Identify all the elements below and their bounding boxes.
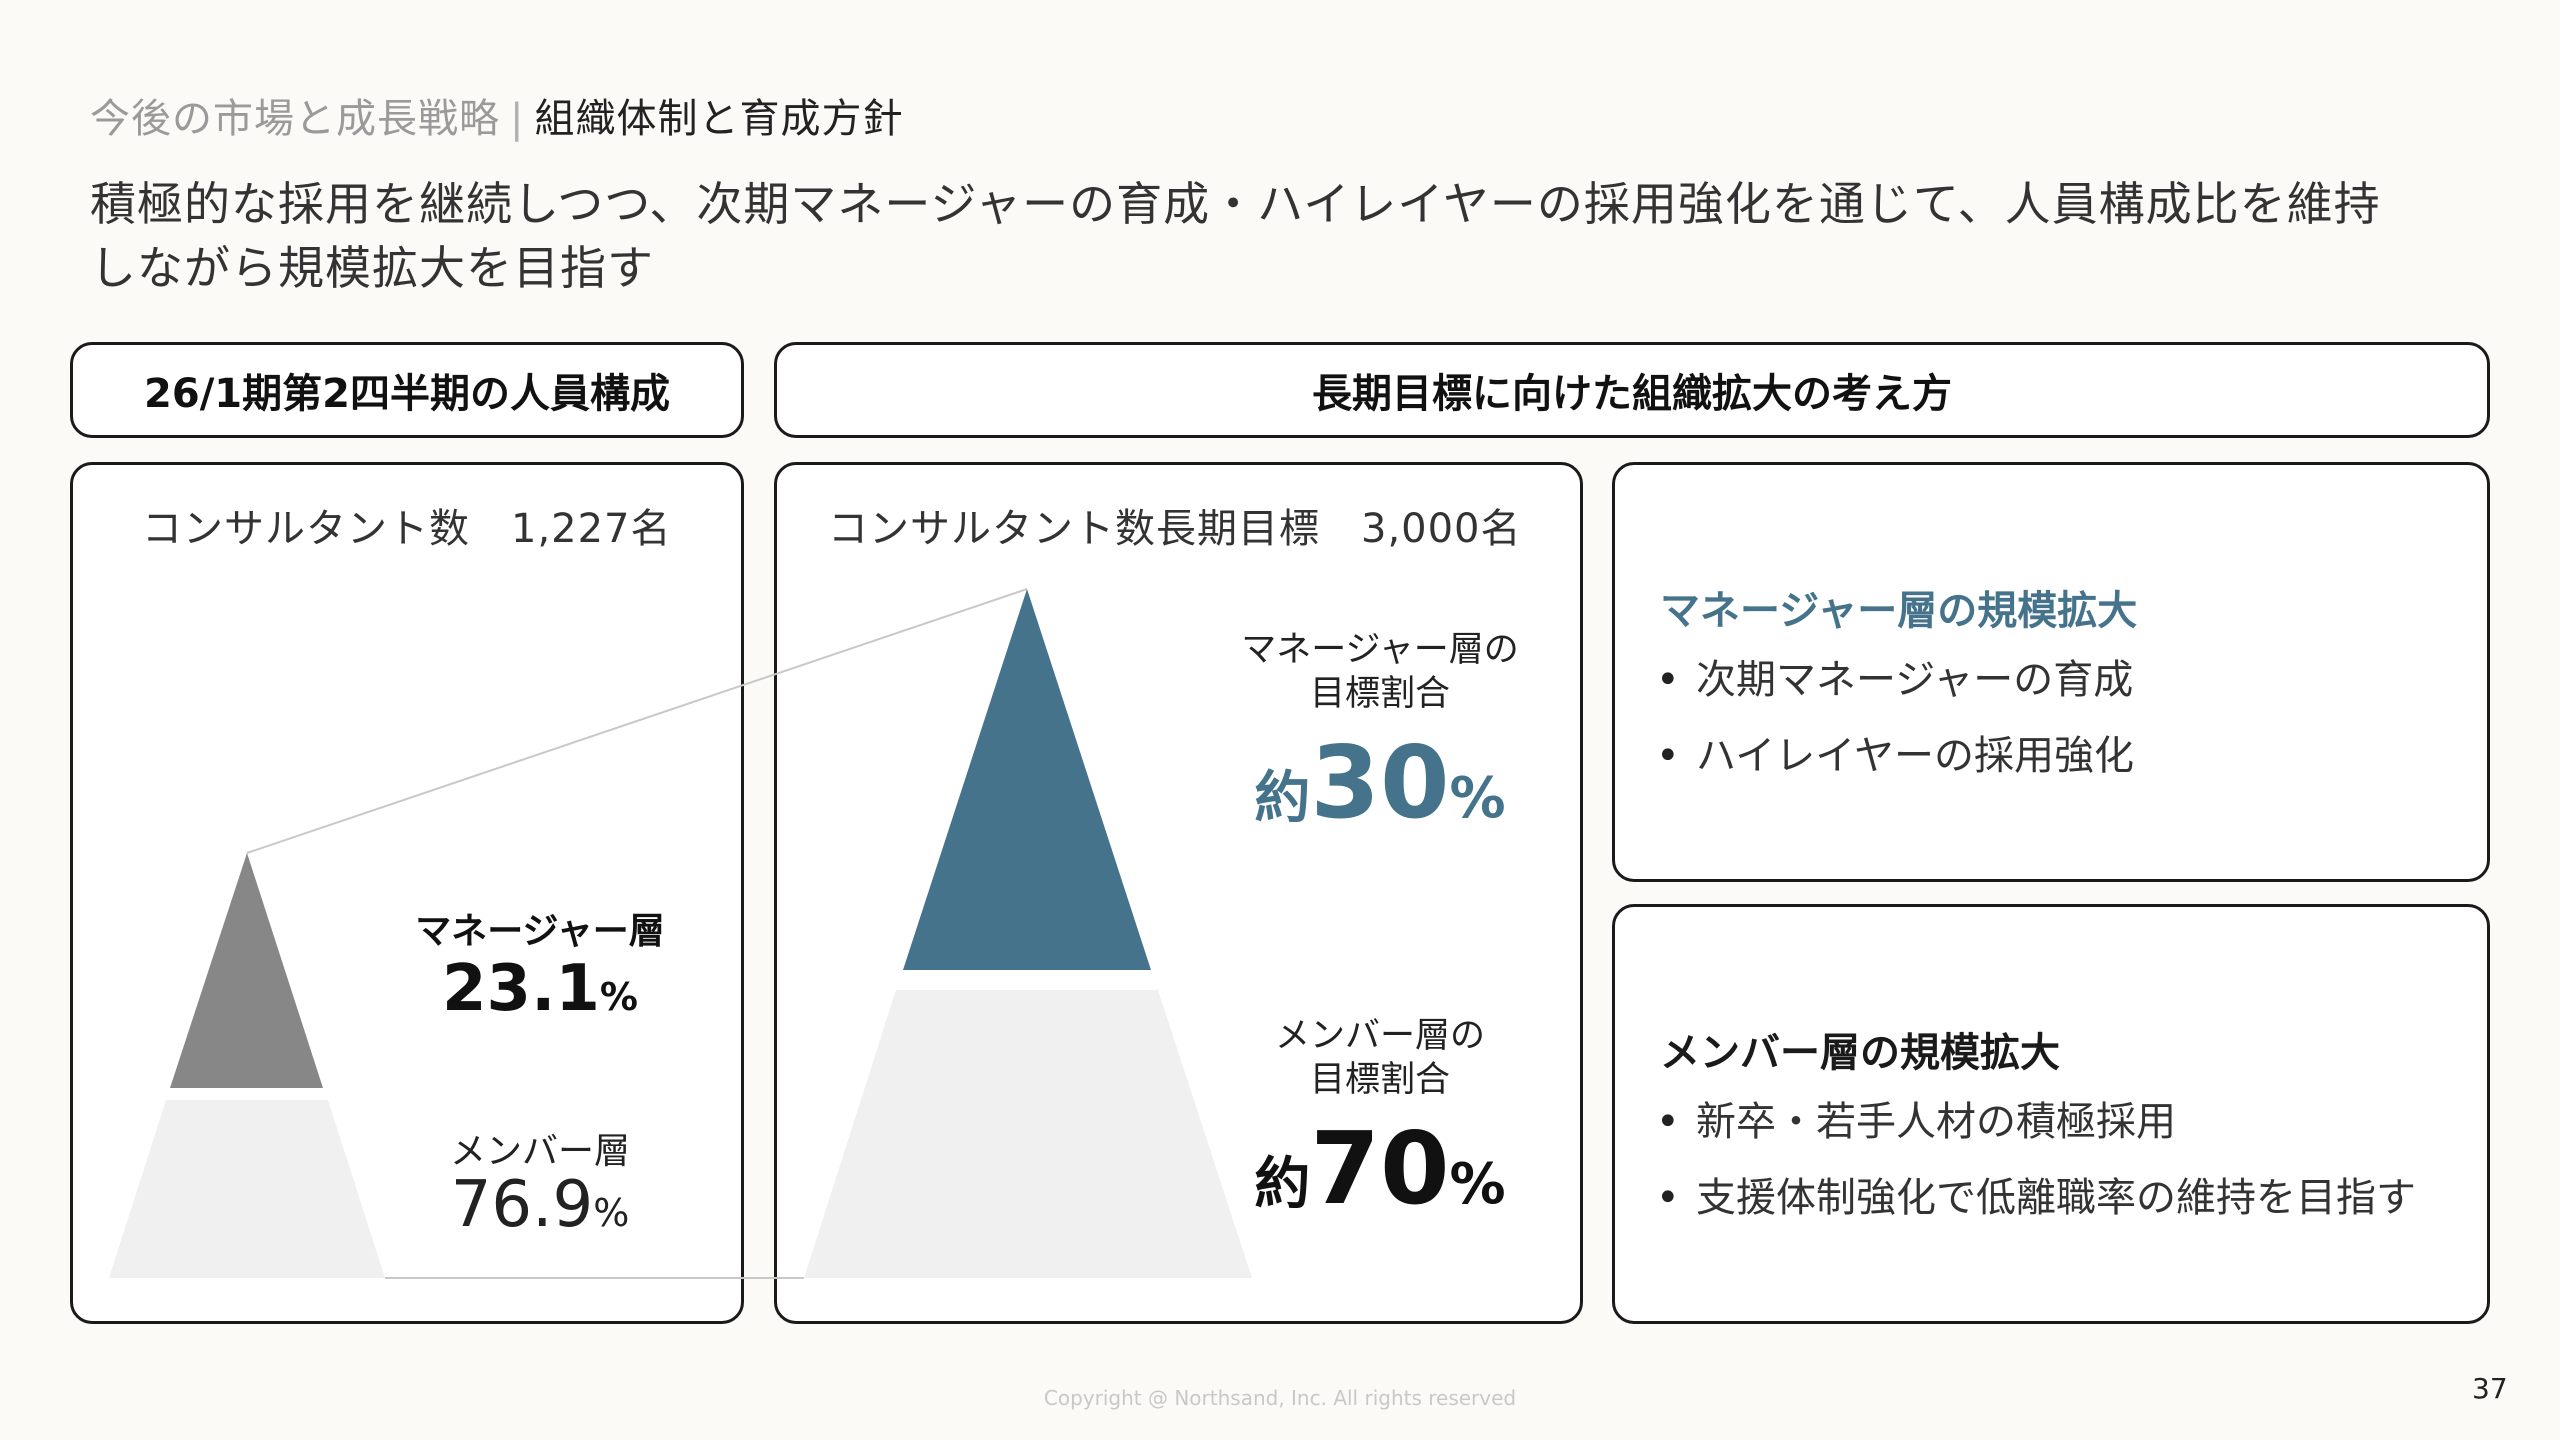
approx-prefix: 約 xyxy=(1254,766,1311,831)
current-member-value: 76.9% xyxy=(400,1168,680,1242)
page-number: 37 xyxy=(2472,1372,2508,1405)
target-manager-label: マネージャー層の 目標割合 xyxy=(1210,628,1550,716)
percent-sign: % xyxy=(1449,1152,1506,1217)
lead-message: 積極的な採用を継続しつつ、次期マネージャーの育成・ハイレイヤーの採用強化を通じて… xyxy=(90,172,2490,300)
target-manager-number: 30 xyxy=(1310,724,1450,841)
member-strategy-title: メンバー層の規模拡大 xyxy=(1660,1030,2060,1076)
breadcrumb-current: 組織体制と育成方針 xyxy=(534,96,904,142)
target-member-label-line2: 目標割合 xyxy=(1309,1060,1450,1100)
target-member-value: 約70% xyxy=(1210,1114,1550,1240)
target-member-label: メンバー層の 目標割合 xyxy=(1210,1014,1550,1102)
target-manager-value: 約30% xyxy=(1210,728,1550,854)
list-item: 次期マネージャーの育成 xyxy=(1656,642,2134,718)
future-section-title: 長期目標に向けた組織拡大の考え方 xyxy=(1312,371,1952,417)
current-member-label: メンバー層 xyxy=(449,1131,630,1172)
lead-line-2: しながら規模拡大を目指す xyxy=(90,241,654,295)
breadcrumb-parent: 今後の市場と成長戦略 xyxy=(90,96,500,142)
future-section-header: 長期目標に向けた組織拡大の考え方 xyxy=(774,342,2490,438)
approx-prefix: 約 xyxy=(1254,1152,1311,1217)
current-manager-number: 23.1 xyxy=(442,952,600,1026)
percent-sign: % xyxy=(599,975,638,1019)
list-item: 新卒・若手人材の積極採用 xyxy=(1656,1084,2416,1160)
copyright: Copyright @ Northsand, Inc. All rights r… xyxy=(1043,1386,1517,1410)
breadcrumb: 今後の市場と成長戦略 | 組織体制と育成方針 xyxy=(90,86,903,144)
target-manager-label-line2: 目標割合 xyxy=(1309,674,1450,714)
current-manager-label: マネージャー層 xyxy=(415,911,665,952)
breadcrumb-separator: | xyxy=(510,96,525,142)
target-member-number: 70 xyxy=(1310,1110,1450,1227)
manager-strategy-list: 次期マネージャーの育成 ハイレイヤーの採用強化 xyxy=(1656,642,2134,794)
percent-sign: % xyxy=(1449,766,1506,831)
target-manager-label-line1: マネージャー層の xyxy=(1241,630,1519,670)
list-item: ハイレイヤーの採用強化 xyxy=(1656,718,2134,794)
target-headcount: コンサルタント数長期目標 3,000名 xyxy=(828,506,1522,552)
current-headcount: コンサルタント数 1,227名 xyxy=(142,506,672,552)
current-section-header: 26/1期第2四半期の人員構成 xyxy=(70,342,744,438)
manager-strategy-title: マネージャー層の規模拡大 xyxy=(1660,588,2138,634)
member-strategy-list: 新卒・若手人材の積極採用 支援体制強化で低離職率の維持を目指す xyxy=(1656,1084,2416,1236)
target-member-label-line1: メンバー層の xyxy=(1274,1016,1485,1056)
percent-sign: % xyxy=(593,1191,630,1235)
current-member-number: 76.9 xyxy=(450,1168,594,1242)
current-section-title: 26/1期第2四半期の人員構成 xyxy=(144,371,670,417)
list-item: 支援体制強化で低離職率の維持を目指す xyxy=(1656,1160,2416,1236)
lead-line-1: 積極的な採用を継続しつつ、次期マネージャーの育成・ハイレイヤーの採用強化を通じて… xyxy=(90,177,2381,231)
current-manager-value: 23.1% xyxy=(400,952,680,1026)
